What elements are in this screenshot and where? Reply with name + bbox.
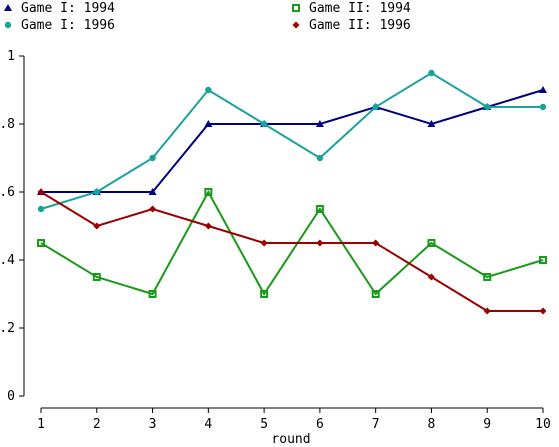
data-point bbox=[316, 239, 324, 247]
data-point bbox=[148, 188, 157, 195]
x-tick-label: 1 bbox=[37, 417, 45, 432]
data-point bbox=[260, 239, 268, 247]
data-point bbox=[93, 188, 100, 196]
data-point bbox=[204, 222, 212, 230]
data-point bbox=[484, 103, 491, 111]
series-diamond bbox=[37, 188, 547, 315]
axes: 0 .2 .4 .6 .8 1 1 2 3 4 5 6 7 8 9 10 bbox=[0, 49, 551, 432]
x-tick-label: 2 bbox=[93, 417, 101, 432]
data-point bbox=[93, 222, 101, 230]
series-line bbox=[40, 71, 543, 210]
x-axis-label: round bbox=[271, 432, 310, 447]
data-point bbox=[372, 239, 380, 247]
y-tick-label: 0 bbox=[7, 389, 15, 404]
legend-entry: Game II: 1996 bbox=[309, 18, 411, 33]
data-point bbox=[204, 188, 213, 196]
data-point bbox=[204, 120, 213, 127]
data-point bbox=[205, 86, 212, 94]
data-point bbox=[371, 290, 380, 298]
legend-entry: Game II: 1994 bbox=[309, 1, 411, 16]
plot-area bbox=[37, 69, 547, 315]
data-point bbox=[260, 290, 269, 298]
series-square bbox=[37, 188, 547, 298]
x-tick-label: 8 bbox=[428, 417, 436, 432]
x-tick-label: 4 bbox=[204, 417, 212, 432]
data-point bbox=[427, 273, 435, 281]
x-tick-label: 9 bbox=[483, 417, 491, 432]
data-point bbox=[372, 103, 379, 111]
x-tick-label: 5 bbox=[260, 417, 268, 432]
y-tick-label: .2 bbox=[0, 321, 15, 336]
data-point bbox=[37, 239, 45, 247]
legend-marker bbox=[292, 21, 300, 29]
legend-marker bbox=[4, 4, 12, 11]
data-point bbox=[427, 120, 436, 127]
data-point bbox=[539, 103, 547, 111]
data-point bbox=[260, 120, 268, 128]
x-tick-label: 3 bbox=[149, 417, 157, 432]
data-point bbox=[483, 307, 491, 315]
series-line bbox=[40, 191, 543, 312]
data-point bbox=[315, 205, 324, 213]
x-tick-label: 6 bbox=[316, 417, 324, 432]
data-point bbox=[427, 239, 436, 247]
legend-entry: Game I: 1996 bbox=[21, 18, 115, 33]
y-tick-label: 1 bbox=[7, 49, 15, 64]
data-point bbox=[539, 86, 547, 93]
data-point bbox=[149, 154, 156, 162]
data-point bbox=[483, 273, 492, 281]
y-tick-label: .4 bbox=[0, 253, 15, 268]
series-line bbox=[40, 189, 544, 296]
data-point bbox=[37, 205, 45, 213]
x-tick-label: 7 bbox=[372, 417, 380, 432]
series-line bbox=[41, 89, 544, 193]
data-point bbox=[148, 290, 157, 298]
data-point bbox=[428, 69, 435, 77]
legend-entry: Game I: 1994 bbox=[21, 1, 115, 16]
data-point bbox=[149, 205, 157, 213]
y-tick-label: .6 bbox=[0, 185, 15, 200]
data-point bbox=[315, 120, 324, 127]
data-point bbox=[316, 154, 324, 162]
y-tick-label: .8 bbox=[0, 117, 15, 132]
data-point bbox=[92, 273, 101, 281]
legend: Game I: 1994 Game I: 1996 Game II: 1994 Gam… bbox=[4, 1, 411, 33]
x-tick-label: 10 bbox=[535, 417, 551, 432]
legend-marker bbox=[292, 4, 300, 12]
data-point bbox=[37, 188, 45, 196]
data-point bbox=[539, 307, 547, 315]
series-circle bbox=[37, 69, 547, 213]
legend-marker bbox=[4, 21, 12, 29]
data-point bbox=[539, 256, 547, 264]
